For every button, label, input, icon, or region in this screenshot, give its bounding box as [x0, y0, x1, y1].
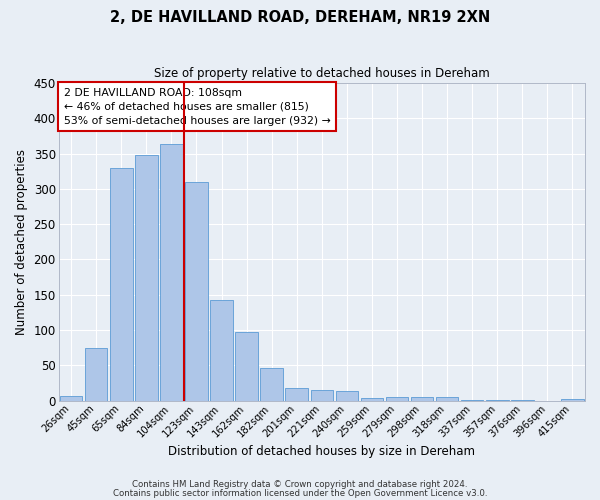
Bar — [436, 397, 458, 400]
Text: 2, DE HAVILLAND ROAD, DEREHAM, NR19 2XN: 2, DE HAVILLAND ROAD, DEREHAM, NR19 2XN — [110, 10, 490, 25]
Text: Contains HM Land Registry data © Crown copyright and database right 2024.: Contains HM Land Registry data © Crown c… — [132, 480, 468, 489]
Bar — [286, 388, 308, 400]
Bar — [561, 399, 584, 400]
Bar — [60, 396, 82, 400]
Bar — [235, 332, 258, 400]
Bar — [411, 397, 433, 400]
Bar — [311, 390, 333, 400]
Bar — [260, 368, 283, 400]
Title: Size of property relative to detached houses in Dereham: Size of property relative to detached ho… — [154, 68, 490, 80]
Text: Contains public sector information licensed under the Open Government Licence v3: Contains public sector information licen… — [113, 489, 487, 498]
Bar — [335, 390, 358, 400]
Bar — [185, 182, 208, 400]
Bar — [85, 348, 107, 401]
Bar — [110, 168, 133, 400]
Bar — [210, 300, 233, 400]
Y-axis label: Number of detached properties: Number of detached properties — [15, 149, 28, 335]
Bar — [386, 397, 408, 400]
Bar — [160, 144, 182, 400]
Bar — [135, 155, 158, 400]
Bar — [361, 398, 383, 400]
X-axis label: Distribution of detached houses by size in Dereham: Distribution of detached houses by size … — [168, 444, 475, 458]
Text: 2 DE HAVILLAND ROAD: 108sqm
← 46% of detached houses are smaller (815)
53% of se: 2 DE HAVILLAND ROAD: 108sqm ← 46% of det… — [64, 88, 331, 126]
